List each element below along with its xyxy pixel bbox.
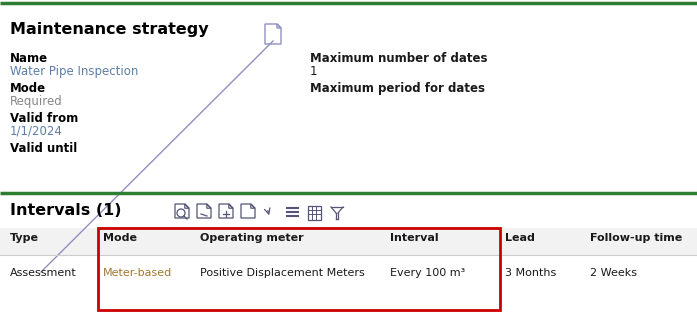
Text: Interval: Interval — [390, 233, 438, 243]
Text: Maintenance strategy: Maintenance strategy — [10, 22, 208, 37]
Text: Assessment: Assessment — [10, 268, 77, 278]
Text: Mode: Mode — [103, 233, 137, 243]
Text: 3 Months: 3 Months — [505, 268, 556, 278]
Text: Name: Name — [10, 52, 48, 65]
Text: Type: Type — [10, 233, 39, 243]
Text: Operating meter: Operating meter — [200, 233, 304, 243]
Text: Meter-based: Meter-based — [103, 268, 172, 278]
Text: Intervals (1): Intervals (1) — [10, 203, 121, 218]
Text: Maximum period for dates: Maximum period for dates — [310, 82, 485, 95]
Text: Follow-up time: Follow-up time — [590, 233, 682, 243]
Text: 2 Weeks: 2 Weeks — [590, 268, 637, 278]
Text: Valid from: Valid from — [10, 112, 78, 125]
Text: Required: Required — [10, 95, 63, 108]
Text: Every 100 m³: Every 100 m³ — [390, 268, 466, 278]
Text: Valid until: Valid until — [10, 142, 77, 155]
Text: Mode: Mode — [10, 82, 46, 95]
Text: 1: 1 — [310, 65, 318, 78]
Text: 1/1/2024: 1/1/2024 — [10, 125, 63, 138]
Text: Positive Displacement Meters: Positive Displacement Meters — [200, 268, 365, 278]
Bar — [308, 206, 321, 220]
Bar — [0, 228, 697, 255]
Text: Water Pipe Inspection: Water Pipe Inspection — [10, 65, 139, 78]
Bar — [98, 228, 500, 310]
Text: Lead: Lead — [505, 233, 535, 243]
Text: Maximum number of dates: Maximum number of dates — [310, 52, 487, 65]
